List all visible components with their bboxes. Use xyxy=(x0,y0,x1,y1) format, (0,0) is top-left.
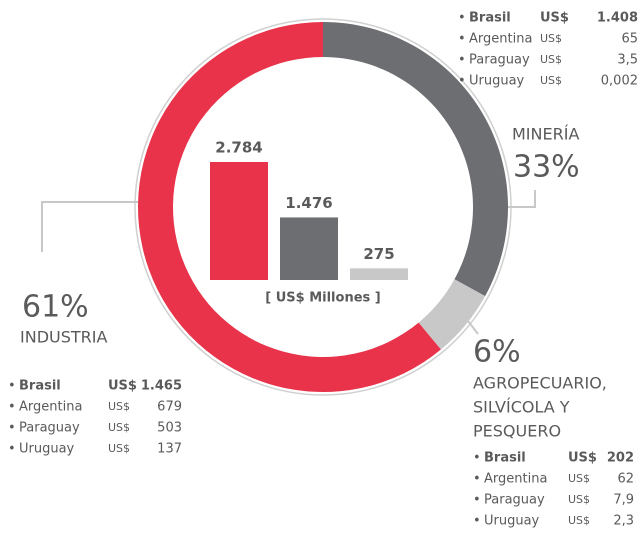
country: Uruguay xyxy=(469,74,525,89)
bar-value-label: 2.784 xyxy=(215,139,262,157)
donut-segment xyxy=(323,22,508,297)
country: Uruguay xyxy=(19,442,75,457)
amount: 1.465 xyxy=(141,379,182,394)
currency: US$ xyxy=(568,472,590,485)
currency: US$ xyxy=(108,379,137,394)
country: Uruguay xyxy=(484,514,540,529)
bullet: • xyxy=(8,442,16,457)
bullet: • xyxy=(8,379,16,394)
bullet: • xyxy=(458,74,466,89)
donut-segment xyxy=(137,22,441,392)
segment-name: SILVÍCOLA Y xyxy=(473,398,570,417)
amount: 65 xyxy=(621,32,638,47)
donut-segment xyxy=(418,279,486,350)
currency: US$ xyxy=(108,421,130,434)
country: Argentina xyxy=(19,400,82,415)
bullet: • xyxy=(8,421,16,436)
country: Paraguay xyxy=(484,493,545,508)
country: Paraguay xyxy=(19,421,80,436)
segment-name: AGROPECUARIO, xyxy=(473,374,607,393)
segment-name: PESQUERO xyxy=(473,422,561,441)
currency: US$ xyxy=(108,442,130,455)
segment-percent: 33% xyxy=(513,150,580,185)
amount: 1.408 xyxy=(597,11,638,26)
amount: 137 xyxy=(157,442,182,457)
country: Brasil xyxy=(19,379,61,394)
amount: 7,9 xyxy=(613,493,634,508)
currency: US$ xyxy=(540,11,569,26)
connector xyxy=(41,201,140,252)
country: Brasil xyxy=(469,11,511,26)
amount: 2,3 xyxy=(613,514,634,529)
bullet: • xyxy=(473,472,481,487)
bullet: • xyxy=(8,400,16,415)
currency: US$ xyxy=(568,514,590,527)
amount: 202 xyxy=(607,451,634,466)
currency: US$ xyxy=(568,451,597,466)
bullet: • xyxy=(473,514,481,529)
bar xyxy=(350,268,408,280)
currency: US$ xyxy=(540,74,562,87)
bullet: • xyxy=(473,451,481,466)
bullet: • xyxy=(458,32,466,47)
bullet: • xyxy=(458,53,466,68)
amount: 62 xyxy=(617,472,634,487)
country: Argentina xyxy=(484,472,547,487)
segment-percent: 61% xyxy=(22,290,89,325)
bar-value-label: 1.476 xyxy=(285,194,332,212)
segment-name: INDUSTRIA xyxy=(20,328,107,347)
currency: US$ xyxy=(540,53,562,66)
currency: US$ xyxy=(108,400,130,413)
currency: US$ xyxy=(568,493,590,506)
country: Brasil xyxy=(484,451,526,466)
country: Argentina xyxy=(469,32,532,47)
segment-percent: 6% xyxy=(473,335,521,370)
segment-name: MINERÍA xyxy=(512,125,579,144)
bar-axis-label: [ US$ Millones ] xyxy=(265,291,380,306)
bar-value-label: 275 xyxy=(363,245,394,263)
country: Paraguay xyxy=(469,53,530,68)
currency: US$ xyxy=(540,32,562,45)
bar xyxy=(210,162,268,280)
amount: 679 xyxy=(157,400,182,415)
bar xyxy=(280,217,338,280)
amount: 503 xyxy=(157,421,182,436)
amount: 3,5 xyxy=(617,53,638,68)
connector xyxy=(500,190,536,208)
bullet: • xyxy=(473,493,481,508)
amount: 0,002 xyxy=(601,74,638,89)
bullet: • xyxy=(458,11,466,26)
